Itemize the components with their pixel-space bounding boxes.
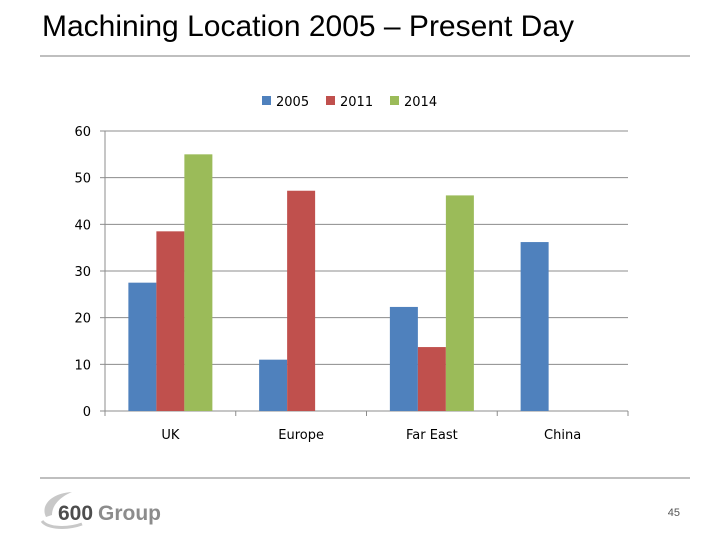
slide-title: Machining Location 2005 – Present Day	[42, 10, 575, 43]
bar-2005-china	[520, 242, 549, 411]
footer-divider	[40, 477, 690, 479]
page-number: 45	[667, 507, 680, 519]
x-tick-label: Far East	[406, 428, 458, 443]
y-tick-label: 30	[74, 265, 91, 280]
y-tick-label: 0	[83, 405, 91, 420]
bar-2011-uk	[156, 231, 185, 411]
y-tick-label: 10	[74, 358, 91, 373]
x-tick-label: Europe	[278, 428, 324, 443]
bar-2005-far-east	[389, 306, 418, 411]
y-tick-label: 50	[74, 172, 91, 187]
legend-label-2014: 2014	[404, 95, 437, 110]
svg-text:600: 600	[58, 502, 93, 525]
company-logo: 600 Group	[38, 487, 168, 536]
x-tick-label: UK	[161, 428, 180, 443]
bar-2005-uk	[128, 282, 157, 411]
svg-text:Group: Group	[98, 502, 161, 525]
y-tick-label: 60	[74, 125, 91, 140]
title-divider	[40, 55, 690, 57]
bar-2005-europe	[259, 359, 288, 411]
bar-2014-far-east	[445, 195, 474, 411]
x-tick-label: China	[544, 428, 581, 443]
legend-swatch-2011	[326, 96, 335, 105]
y-tick-label: 20	[74, 312, 91, 327]
legend-swatch-2014	[390, 96, 399, 105]
legend-label-2011: 2011	[340, 95, 373, 110]
bar-2011-far-east	[417, 347, 446, 411]
bar-chart: 0 10 20 30 40 50 60 UK Europe Far East China 2005 20…	[74, 95, 629, 443]
bar-2011-europe	[287, 190, 316, 411]
y-tick-label: 40	[74, 218, 91, 233]
legend-swatch-2005	[262, 96, 271, 105]
bar-2014-uk	[184, 154, 213, 412]
legend-label-2005: 2005	[276, 95, 309, 110]
